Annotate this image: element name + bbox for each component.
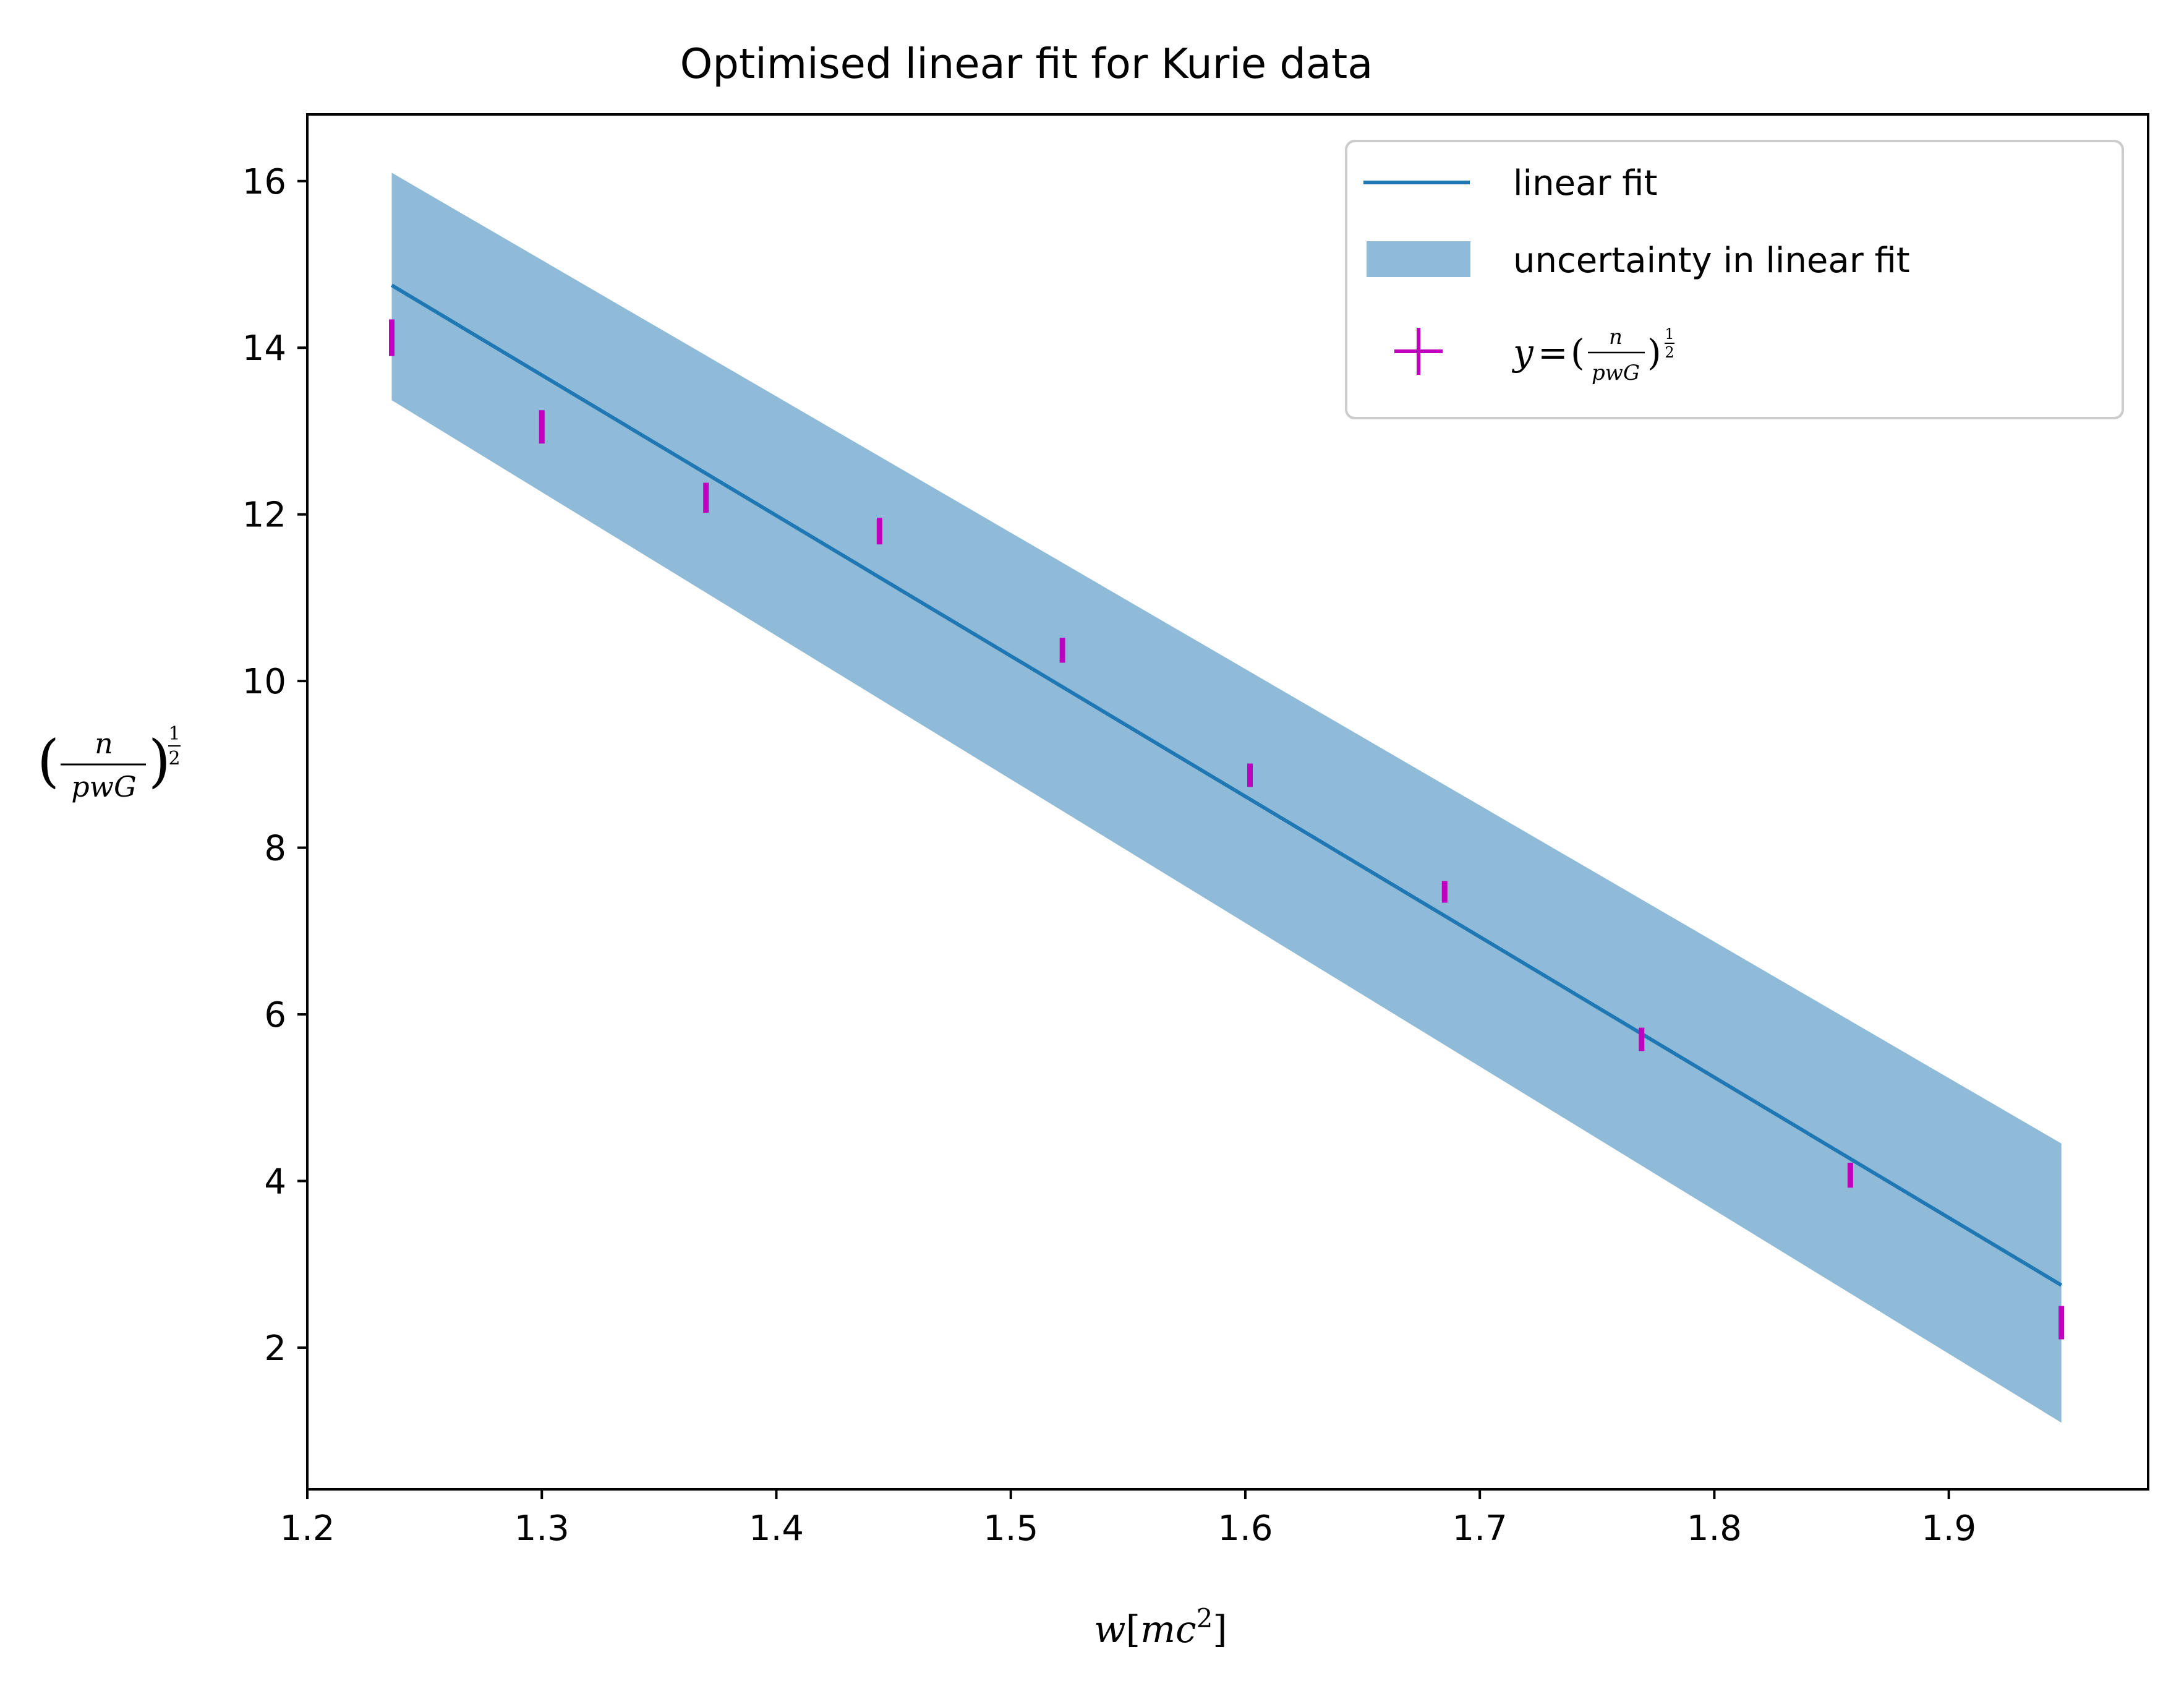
chart-title: Optimised linear fit for Kurie data: [680, 40, 1373, 88]
legend-band-swatch: [1367, 241, 1470, 277]
y-tick-label: 6: [264, 995, 286, 1035]
svg-text:n: n: [95, 727, 113, 760]
legend-label-data: y = ( n pwG ) 1 2: [1511, 325, 1674, 385]
svg-text:1: 1: [168, 723, 180, 745]
y-tick-label: 8: [264, 829, 286, 869]
svg-text:pwG: pwG: [1592, 361, 1640, 385]
x-tick-label: 1.6: [1218, 1508, 1273, 1549]
legend-label-uncertainty: uncertainty in linear fit: [1513, 241, 1910, 281]
x-tick-label: 1.3: [514, 1508, 569, 1549]
y-tick-label: 4: [264, 1162, 286, 1202]
uncertainty-band: [391, 173, 2062, 1423]
legend-errorbar-swatch: [1394, 328, 1443, 375]
y-tick-label: 2: [264, 1329, 286, 1369]
svg-text:2: 2: [1665, 344, 1674, 361]
x-axis-label: w[mc2]: [1094, 1603, 1227, 1651]
x-tick-label: 1.9: [1921, 1508, 1976, 1549]
svg-text:): ): [148, 728, 171, 794]
x-tick-label: 1.2: [279, 1508, 335, 1549]
x-tick-label: 1.5: [983, 1508, 1038, 1549]
y-axis-label: ( n pwG ) 1 2: [37, 723, 181, 803]
legend: linear fit uncertainty in linear fit y =…: [1345, 140, 2124, 419]
y-tick-label: 16: [242, 162, 286, 202]
svg-text:y: y: [1511, 332, 1534, 374]
svg-text:=: =: [1538, 332, 1568, 374]
y-tick-label: 14: [242, 328, 286, 369]
svg-text:pwG: pwG: [71, 770, 137, 803]
legend-frame: [1345, 140, 2124, 419]
svg-text:2: 2: [168, 748, 180, 769]
axes-frame: [306, 113, 2149, 1491]
x-tick-label: 1.4: [749, 1508, 804, 1549]
svg-text:(: (: [37, 728, 59, 794]
svg-text:(: (: [1571, 332, 1585, 374]
svg-text:1: 1: [1665, 325, 1674, 343]
x-tick-label: 1.7: [1452, 1508, 1508, 1549]
x-tick-label: 1.8: [1687, 1508, 1742, 1549]
legend-label-linear-fit: linear fit: [1513, 163, 1657, 203]
plot-area: [389, 173, 2065, 1423]
y-tick-label: 12: [242, 495, 286, 536]
svg-text:n: n: [1609, 325, 1623, 349]
fit-line: [390, 283, 2063, 1287]
y-tick-label: 10: [242, 662, 286, 702]
svg-text:): ): [1647, 332, 1661, 374]
